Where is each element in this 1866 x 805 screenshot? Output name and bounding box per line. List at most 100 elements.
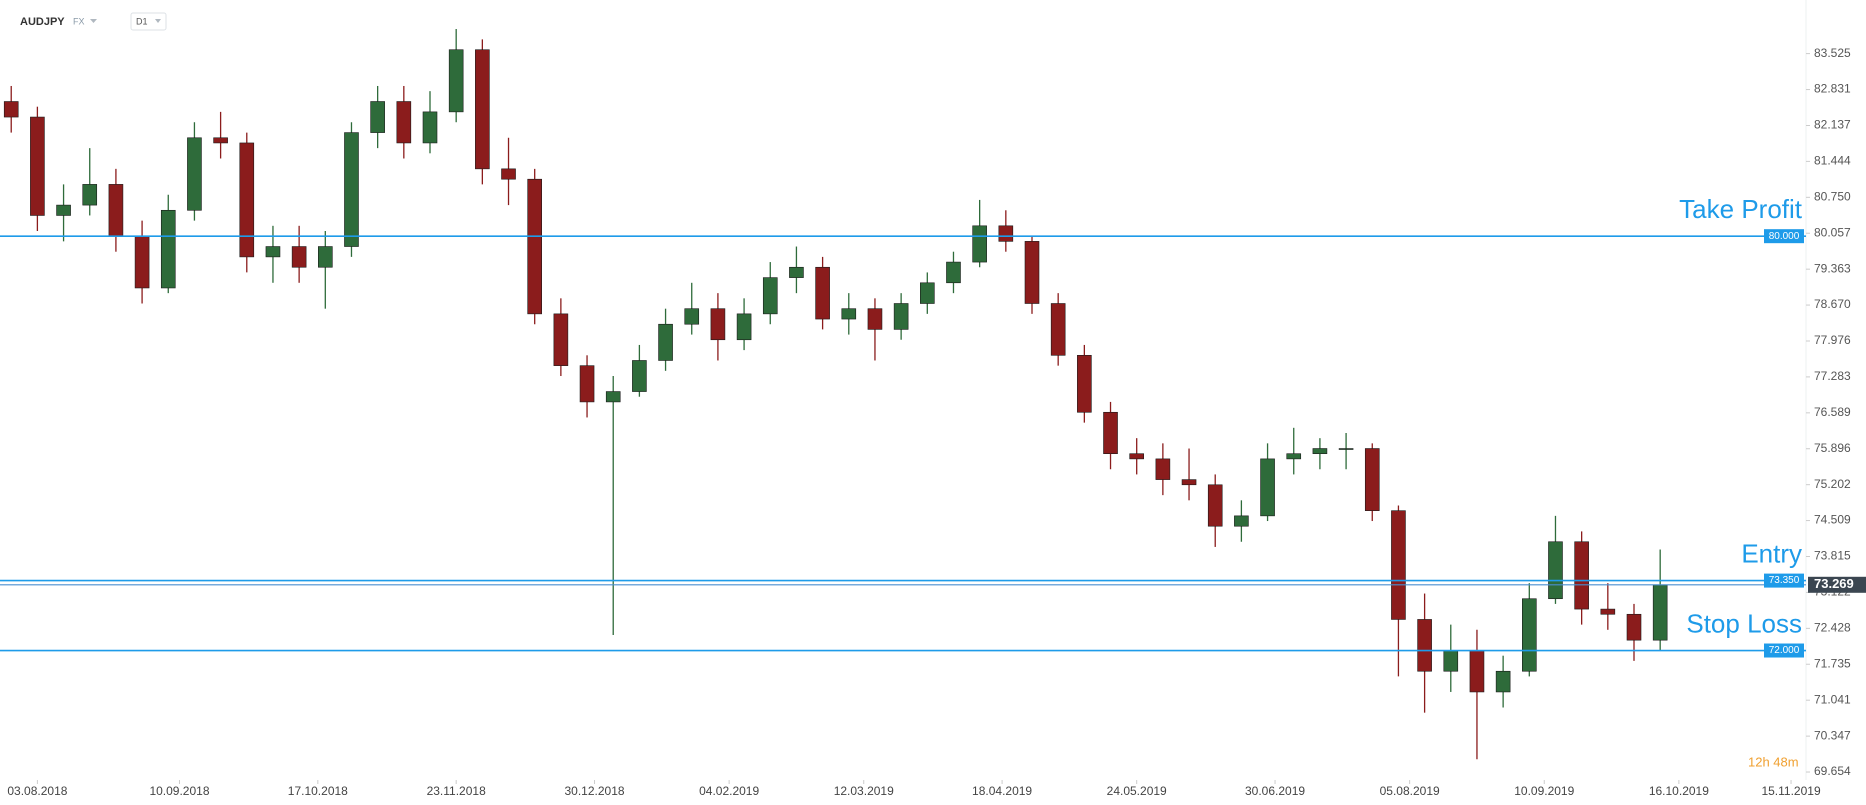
dropdown-arrow[interactable]: [90, 19, 97, 23]
candle-body: [1574, 541, 1589, 610]
level-name: Take Profit: [1679, 194, 1803, 224]
y-tick-label: 80.057: [1814, 225, 1851, 239]
level-tag: [1764, 573, 1804, 588]
y-tick-label: 71.041: [1814, 692, 1851, 706]
x-tick-label: 17.10.2018: [288, 784, 348, 798]
candle-body: [658, 323, 673, 361]
candle-body: [1364, 448, 1380, 511]
candle-body: [710, 308, 726, 341]
y-tick-label: 83.525: [1814, 46, 1851, 60]
y-tick-label: 77.976: [1814, 333, 1851, 347]
candle-body: [213, 137, 228, 144]
y-tick-label: 69.654: [1814, 764, 1851, 778]
level-name: Entry: [1741, 538, 1802, 568]
y-tick-label: 71.735: [1814, 656, 1851, 670]
candle-body: [998, 225, 1014, 242]
candle-body: [841, 308, 857, 320]
interval-box[interactable]: [130, 12, 167, 31]
candle-body: [1391, 510, 1406, 620]
candle-body: [1417, 619, 1432, 672]
candle-body: [527, 178, 542, 315]
candle-body: [1338, 448, 1354, 450]
candle-body: [1652, 584, 1668, 641]
candle-body: [1626, 613, 1642, 641]
candle-body: [1312, 448, 1328, 455]
level-name: Stop Loss: [1686, 608, 1802, 638]
y-tick-label: 74.509: [1814, 513, 1851, 527]
candle-body: [1234, 515, 1249, 527]
x-tick-label: 10.09.2018: [149, 784, 209, 798]
candle-body: [867, 308, 883, 330]
x-tick-label: 30.12.2018: [564, 784, 624, 798]
candle-body: [972, 225, 987, 263]
y-tick-label: 80.750: [1814, 190, 1851, 204]
y-tick-label: 78.670: [1814, 297, 1851, 311]
y-tick-label: 81.444: [1814, 154, 1851, 168]
y-tick-label: 77.283: [1814, 369, 1851, 383]
candle-body: [815, 266, 830, 320]
candle-body: [1181, 479, 1197, 486]
candle-body: [448, 49, 464, 113]
candle-body: [56, 204, 71, 216]
x-tick-label: 23.11.2018: [427, 784, 486, 798]
candle-body: [553, 313, 569, 366]
x-tick-label: 12.03.2019: [834, 784, 894, 798]
candle-body: [1155, 458, 1171, 480]
candle-body: [893, 303, 909, 330]
y-tick-label: 75.896: [1814, 441, 1851, 455]
x-tick-label: 15.11.2019: [1761, 784, 1820, 798]
y-tick-label: 82.831: [1814, 82, 1851, 96]
candle-body: [501, 168, 516, 180]
candle-body: [1103, 411, 1118, 455]
candle-body: [1129, 453, 1144, 460]
candle-body: [160, 209, 176, 289]
candle-body: [579, 365, 595, 403]
candle-body: [422, 111, 438, 144]
candle-body: [789, 266, 804, 278]
symbol[interactable]: AUDJPY: [20, 16, 65, 28]
x-tick-label: 04.02.2019: [699, 784, 759, 798]
candle-body: [1443, 650, 1459, 672]
candle-body: [684, 308, 700, 325]
candle-body: [239, 142, 255, 258]
candle-body: [1024, 241, 1040, 304]
candle-body: [1469, 650, 1485, 693]
candle-body: [291, 246, 307, 268]
candle-body: [632, 360, 647, 392]
candle-body: [318, 246, 333, 268]
y-tick-label: 75.202: [1814, 477, 1851, 491]
dropdown-arrow[interactable]: [155, 19, 161, 23]
x-tick-label: 18.04.2019: [972, 784, 1032, 798]
candle-body: [762, 277, 778, 315]
level-tag-label: 80.000: [1769, 231, 1800, 242]
x-tick-label: 16.10.2019: [1649, 784, 1709, 798]
level-tag-label: 72.000: [1769, 645, 1800, 656]
candle-body: [1207, 484, 1223, 527]
candle-body: [134, 235, 150, 289]
candle-body: [1260, 458, 1275, 517]
candle-body: [82, 184, 98, 206]
candle-body: [1548, 541, 1563, 600]
level-tag: [1764, 229, 1804, 244]
interval[interactable]: D1: [136, 16, 148, 26]
y-tick-label: 76.589: [1814, 405, 1851, 419]
candle-body: [3, 101, 19, 118]
candle-body: [605, 391, 621, 403]
market: FX: [73, 16, 85, 26]
y-tick-label: 70.347: [1814, 728, 1851, 742]
y-tick-label: 79.363: [1814, 261, 1851, 275]
y-tick-label: 72.428: [1814, 621, 1851, 635]
x-tick-label: 05.08.2019: [1380, 784, 1440, 798]
candle-body: [265, 246, 281, 258]
candle-body: [920, 282, 935, 304]
candle-body: [30, 116, 45, 216]
level-tag-label: 73.350: [1769, 575, 1800, 586]
x-tick-label: 30.06.2019: [1245, 784, 1305, 798]
x-tick-label: 10.09.2019: [1514, 784, 1574, 798]
candle-body: [1495, 670, 1511, 693]
candle-body: [187, 137, 202, 211]
x-tick-label: 24.05.2019: [1107, 784, 1167, 798]
candle-body: [344, 132, 359, 247]
